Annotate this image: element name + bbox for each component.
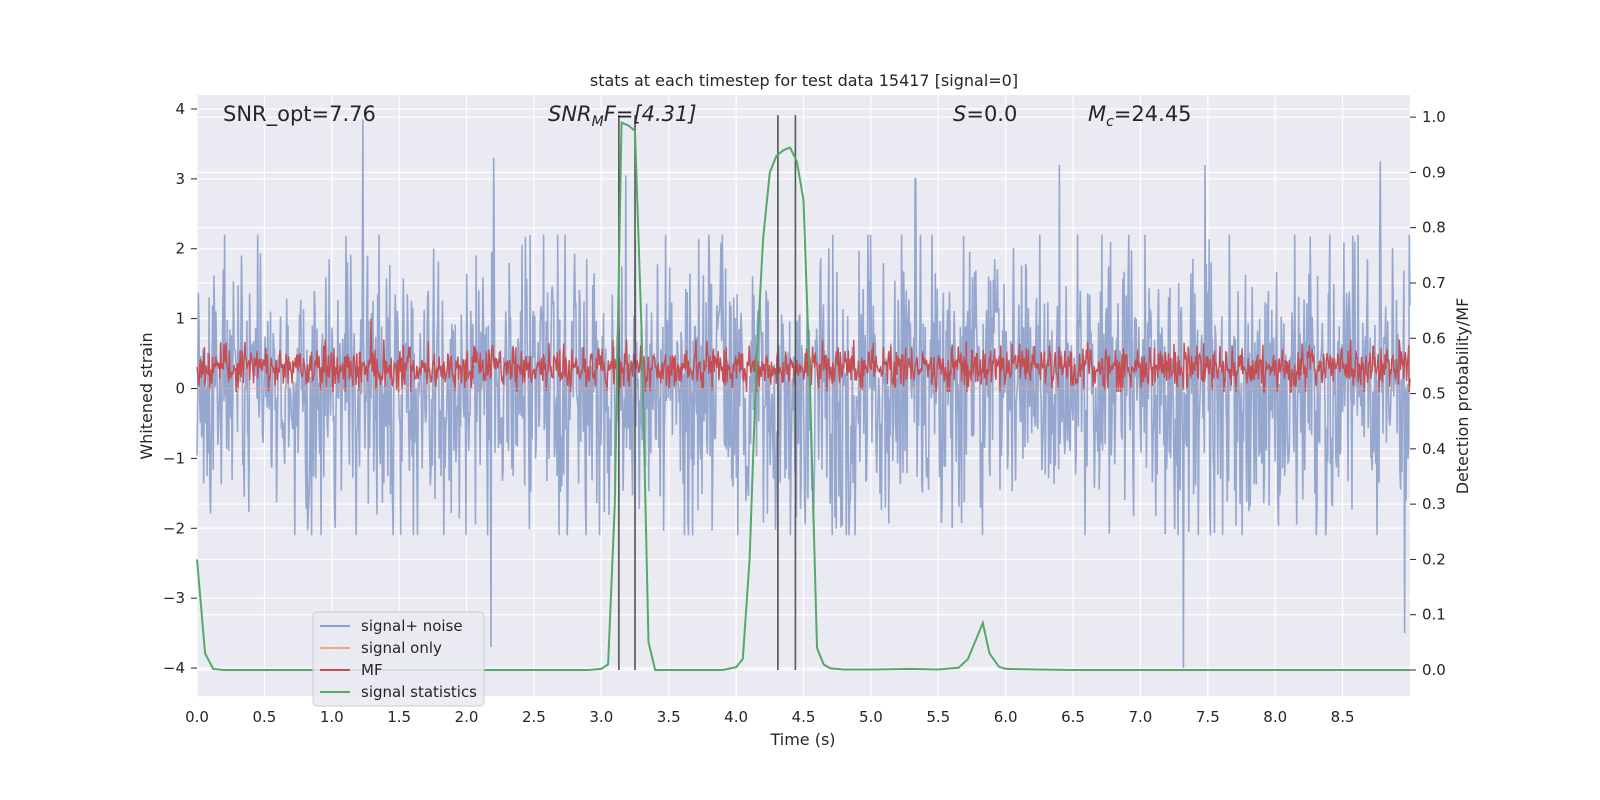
annotation-mc-sub: c xyxy=(1106,114,1114,130)
x-tick-label: 7.5 xyxy=(1196,708,1220,726)
legend: signal+ noise signal only MF signal stat… xyxy=(312,611,485,707)
x-tick-label: 3.0 xyxy=(589,708,613,726)
x-tick-label: 6.0 xyxy=(994,708,1018,726)
line-signal-statistics xyxy=(196,121,1410,671)
y-left-tick-label: 3 xyxy=(175,170,185,188)
y-right-tick-label: 0.3 xyxy=(1422,495,1446,513)
annotation-s-symbol: S xyxy=(953,102,966,126)
y-left-tick-label: −4 xyxy=(163,659,185,677)
annotation-snr-mf: SNRMF=[4.31] xyxy=(548,102,697,130)
legend-label-signal-only: signal only xyxy=(361,639,442,657)
x-tick-label: 8.0 xyxy=(1263,708,1287,726)
y-right-tick-label: 0.5 xyxy=(1422,385,1446,403)
series-mf xyxy=(196,318,1411,393)
y-left-tick-label: −2 xyxy=(163,519,185,537)
annotation-s: S=0.0 xyxy=(953,102,1017,126)
series-signal-statistics xyxy=(196,121,1410,671)
annotation-snr-mf-rest: F=[4.31] xyxy=(604,102,697,126)
x-tick-label: 2.0 xyxy=(455,708,479,726)
line-mf xyxy=(196,318,1411,393)
y-left-axis-label: Whitened strain xyxy=(137,332,156,459)
x-tick-label: 4.0 xyxy=(724,708,748,726)
annotation-snr-mf-base: SNR xyxy=(548,102,592,126)
y-left-tick-label: 1 xyxy=(175,310,185,328)
legend-box xyxy=(312,611,485,707)
x-tick-label: 1.0 xyxy=(320,708,344,726)
line-signal-noise xyxy=(196,119,1411,669)
x-tick-label: 1.5 xyxy=(387,708,411,726)
y-right-tick-label: 0.9 xyxy=(1422,163,1446,181)
x-tick-label: 0.0 xyxy=(185,708,209,726)
y-right-tick-label: 0.0 xyxy=(1422,661,1446,679)
y-left-tick-label: −1 xyxy=(163,449,185,467)
legend-label-mf: MF xyxy=(361,661,383,679)
y-right-tick-label: 0.7 xyxy=(1422,274,1446,292)
x-axis-label: Time (s) xyxy=(769,730,835,749)
legend-label-signal-statistics: signal statistics xyxy=(361,683,477,701)
series-signal-noise xyxy=(196,119,1411,669)
y-left-tick-label: 4 xyxy=(175,100,185,118)
x-tick-label: 5.5 xyxy=(926,708,950,726)
annotation-mc-value: =24.45 xyxy=(1114,102,1192,126)
x-tick-label: 0.5 xyxy=(252,708,276,726)
x-tick-label: 3.5 xyxy=(657,708,681,726)
x-tick-label: 5.0 xyxy=(859,708,883,726)
annotation-mc-base: M xyxy=(1088,102,1106,126)
y-right-tick-label: 1.0 xyxy=(1422,108,1446,126)
x-tick-label: 8.5 xyxy=(1331,708,1355,726)
annotation-snr-opt: SNR_opt=7.76 xyxy=(223,102,376,127)
x-tick-label: 7.0 xyxy=(1129,708,1153,726)
y-left-tick-label: 0 xyxy=(175,380,185,398)
y-right-tick-label: 0.4 xyxy=(1422,440,1446,458)
x-tick-label: 4.5 xyxy=(792,708,816,726)
y-right-tick-label: 0.8 xyxy=(1422,219,1446,237)
chart-title: stats at each timestep for test data 154… xyxy=(590,71,1018,90)
y-right-tick-label: 0.6 xyxy=(1422,329,1446,347)
y-right-axis-label: Detection probability/MF xyxy=(1453,298,1472,495)
y-left-tick-label: 2 xyxy=(175,240,185,258)
x-tick-label: 6.5 xyxy=(1061,708,1085,726)
annotation-snr-mf-sub: M xyxy=(592,114,604,130)
x-tick-label: 2.5 xyxy=(522,708,546,726)
vertical-markers xyxy=(618,115,797,671)
x-axis-ticks: 0.0 0.5 1.0 1.5 2.0 2.5 3.0 3.5 4.0 4.5 5.0 5.5 6.0 6… xyxy=(185,708,1354,726)
legend-label-signal-noise: signal+ noise xyxy=(361,617,463,635)
y-right-tick-label: 0.1 xyxy=(1422,606,1446,624)
annotation-mc: Mc=24.45 xyxy=(1088,102,1192,130)
y-right-tick-label: 0.2 xyxy=(1422,550,1446,568)
annotation-s-value: =0.0 xyxy=(966,102,1017,126)
y-left-tick-label: −3 xyxy=(163,589,185,607)
y-left-axis-ticks: 4 3 2 1 0 −1 −2 −3 −4 xyxy=(163,100,197,677)
y-right-axis-ticks: 1.0 0.9 0.8 0.7 0.6 0.5 0.4 0.3 0.2 0.1 0.0 xyxy=(1410,108,1446,679)
